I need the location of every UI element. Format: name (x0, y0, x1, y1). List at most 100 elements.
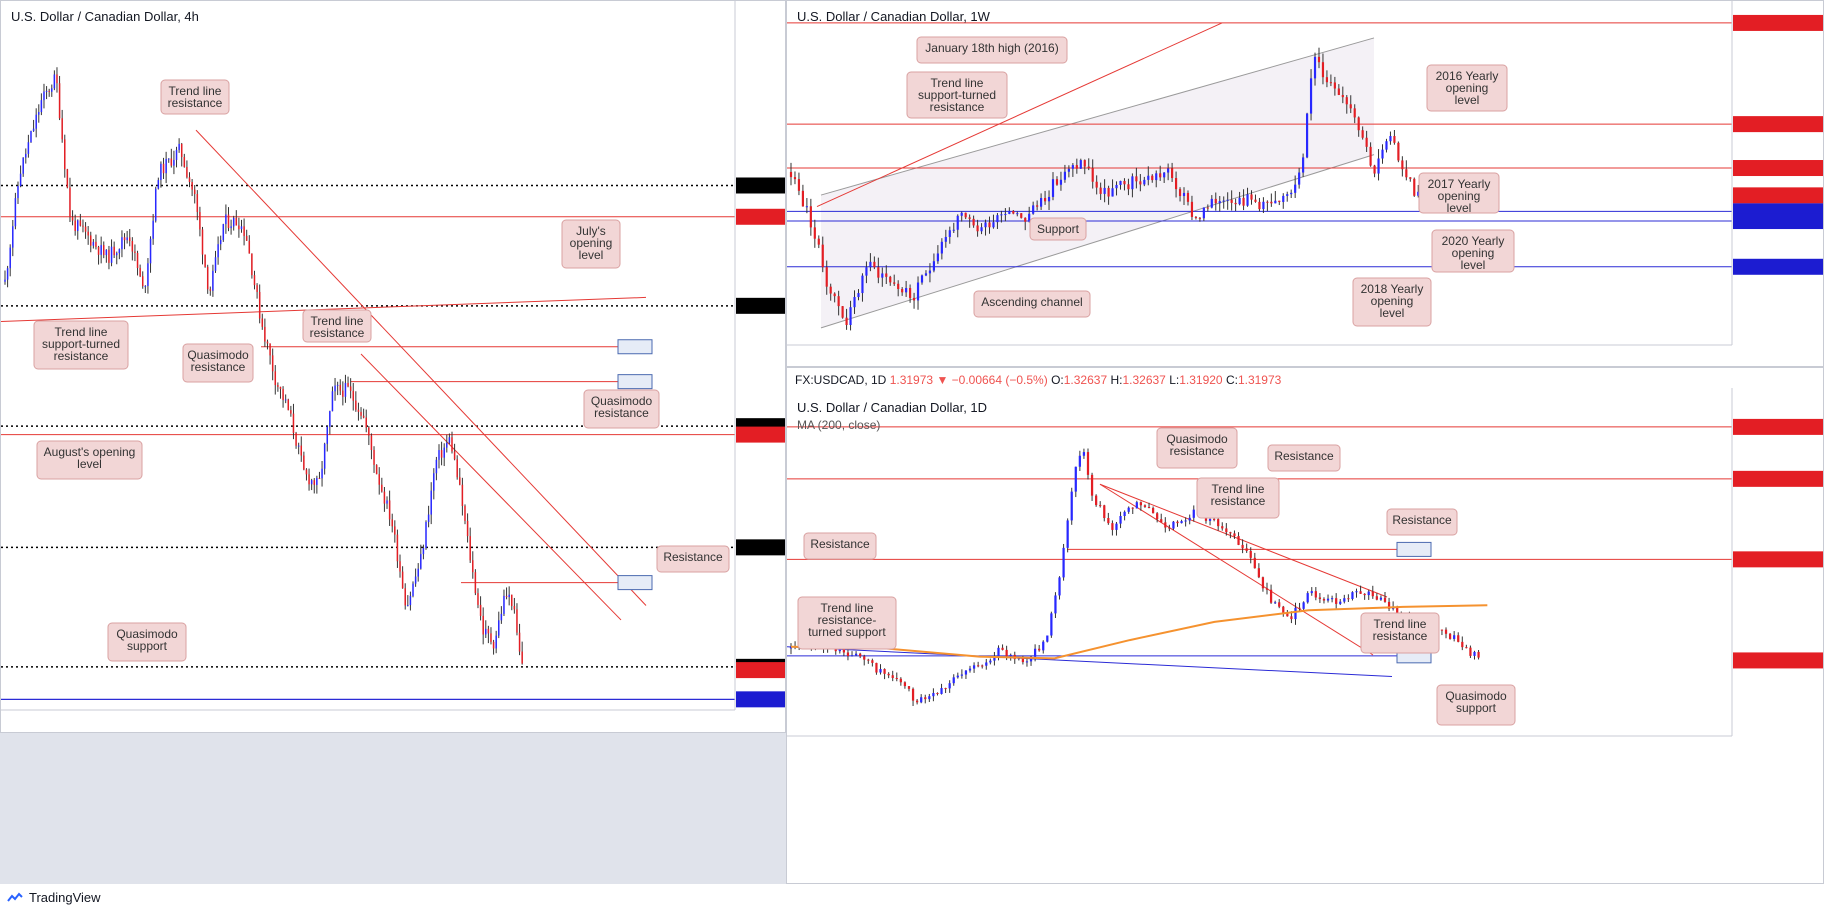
annotation-text: 2017 Yearly (1428, 177, 1491, 191)
candle-body (1160, 519, 1163, 523)
candle-body (253, 275, 256, 286)
candle-body (48, 90, 50, 92)
candle-body (511, 594, 513, 607)
annotation-text: opening (1438, 189, 1481, 203)
candle-body (997, 647, 1000, 657)
symbol-info-bar: FX:USDCAD, 1D 1.31973 ▼ −0.00664 (−0.5%)… (795, 373, 1281, 387)
candle-body (972, 665, 976, 669)
candle-body (1246, 194, 1249, 206)
annotation-text: Quasimodo (116, 627, 178, 641)
candle-body (227, 214, 230, 229)
low-value: 1.31920 (1179, 373, 1223, 387)
candle-body (1274, 200, 1277, 204)
candle-body (859, 653, 862, 657)
annotation-text: level (1447, 201, 1472, 215)
candle-body (932, 692, 935, 697)
annotation-box (1029, 217, 1087, 241)
candle-body (448, 437, 451, 443)
annotation-text: turned support (808, 625, 886, 639)
candle-body (875, 662, 878, 673)
candle-body (1208, 518, 1212, 521)
candle-body (976, 225, 979, 232)
candle-body (948, 230, 951, 237)
high-label: H: (1110, 373, 1123, 387)
candle-body (487, 628, 490, 634)
candle-body (1413, 178, 1416, 196)
candle-body (817, 238, 820, 245)
candle-body (1051, 179, 1055, 197)
candle-body (1024, 217, 1027, 222)
candle-body (801, 190, 805, 207)
candle-body (1038, 648, 1041, 651)
candle-body (521, 651, 523, 664)
candle-body (1066, 520, 1069, 548)
price-tag-bg (736, 208, 785, 225)
candle-body (989, 660, 992, 663)
annotation-text: resistance (1211, 494, 1266, 508)
tradingview-logo-icon (7, 892, 23, 902)
chart-weekly-svg[interactable]: January 18th high (2016) Trend linesuppor… (787, 1, 1824, 367)
candle-body (1355, 591, 1358, 593)
candle-body (30, 131, 32, 143)
candle-body (370, 435, 373, 450)
candle-body (1274, 602, 1277, 604)
candle-body (240, 226, 243, 230)
annotation-text: resistance (1170, 444, 1225, 458)
candle-body (147, 263, 149, 286)
candle-body (443, 447, 445, 458)
tradingview-logo[interactable]: TradingView (6, 890, 101, 905)
candle-body (1119, 180, 1122, 185)
candle-body (1159, 173, 1162, 178)
candle-body (861, 275, 864, 294)
candle-body (1028, 213, 1031, 222)
chart-4h-svg[interactable]: Trend lineresistanceJuly'sopeninglevelTr… (1, 1, 786, 733)
candle-body (895, 678, 898, 680)
chart-panel-daily[interactable]: FX:USDCAD, 1D 1.31973 ▼ −0.00664 (−0.5%)… (786, 367, 1824, 884)
candle-body (952, 677, 955, 684)
candle-body (79, 220, 82, 226)
candle-body (381, 484, 383, 492)
candle-body (214, 257, 217, 271)
candle-body (35, 114, 37, 129)
candle-body (1237, 536, 1240, 545)
candle-body (362, 415, 365, 418)
candle-body (503, 595, 505, 614)
candle-body (1040, 198, 1043, 207)
candle-body (1111, 188, 1114, 197)
candle-body (1005, 649, 1008, 657)
annotation-box (906, 71, 1008, 119)
annotation-box (302, 309, 372, 343)
price-tag-bg (736, 177, 785, 194)
candle-body (103, 245, 105, 256)
candle-body (297, 445, 300, 447)
candle-body (303, 455, 305, 470)
chart-panel-weekly[interactable]: January 18th high (2016) Trend line suppor… (786, 0, 1824, 367)
candle-body (222, 224, 225, 240)
price-tag-bg (1733, 160, 1823, 177)
candle-body (968, 668, 972, 671)
candle-body (952, 229, 955, 231)
candle-body (964, 670, 968, 675)
candle-body (500, 613, 503, 621)
candle-body (342, 390, 344, 397)
candle-body (310, 480, 313, 485)
annotation-box (107, 622, 187, 662)
candle-body (993, 656, 996, 661)
candle-body (69, 187, 71, 218)
candle-body (365, 417, 367, 428)
chart-panel-4h[interactable]: Trend line resistance July's opening level Tr… (0, 0, 786, 733)
candle-body (128, 237, 131, 242)
candle-body (1233, 533, 1236, 537)
candle-body (1075, 165, 1078, 169)
candle-body (1184, 520, 1187, 522)
candle-body (1365, 137, 1368, 147)
candle-body (1047, 196, 1051, 202)
candle-body (1103, 505, 1106, 519)
candle-body (877, 267, 880, 278)
candle-body (1058, 577, 1061, 596)
candle-body (821, 244, 824, 268)
level-tag-bg (1396, 541, 1432, 557)
candle-body (1254, 199, 1257, 202)
candle-body (837, 296, 840, 307)
